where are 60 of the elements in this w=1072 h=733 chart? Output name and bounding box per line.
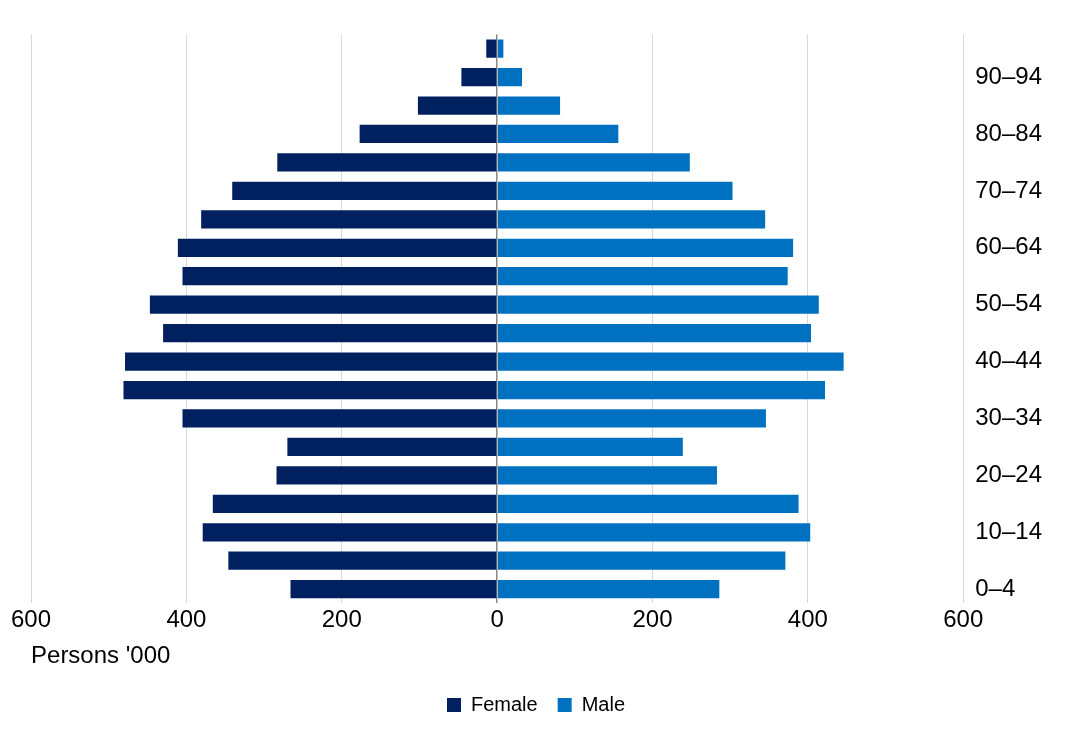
bar [497,295,819,314]
bar [182,409,497,428]
bar [497,153,690,172]
y-tick-label: 70–74 [975,175,1043,203]
x-tick-label: 0 [490,605,504,633]
x-tick-label: 600 [11,605,52,633]
bar [497,181,733,200]
bar [201,210,497,229]
x-tick-label: 200 [321,605,362,633]
bar [497,267,788,286]
x-tick-label: 200 [632,605,673,633]
bar [276,466,497,485]
bar [497,409,766,428]
legend-label: Female [470,692,538,715]
bar [123,380,497,400]
bar [149,295,497,314]
bar [359,124,497,144]
x-tick-label: 400 [787,605,828,633]
bar [497,494,799,513]
bar [497,523,811,542]
y-tick-label: 40–44 [975,346,1043,374]
bar [497,380,825,400]
bar [182,267,497,286]
bar [212,494,497,513]
bar [290,580,497,599]
y-tick-label: 10–14 [975,516,1043,544]
y-tick-label: 30–34 [975,403,1043,431]
y-tick-label: 0–4 [975,573,1016,601]
bar [497,124,619,144]
bar [497,39,504,58]
y-tick-label: 90–94 [975,61,1043,89]
bar [497,466,717,485]
bar [497,580,720,599]
bar [277,153,497,172]
y-tick-label: 50–54 [975,289,1043,317]
y-tick-label: 20–24 [975,460,1043,487]
bar [287,437,497,457]
bar [497,352,844,371]
bar [177,238,497,257]
bar [417,96,497,115]
bar [497,437,683,457]
bar [497,96,561,115]
x-tick-label: 400 [166,605,207,633]
bar [497,210,766,229]
x-axis-title: Persons '000 [31,641,171,669]
bar [497,67,522,87]
legend-label: Male [581,692,626,715]
bar [228,551,497,570]
bar [497,324,811,343]
bar [486,39,497,58]
y-tick-label: 80–84 [975,118,1043,146]
bar [461,67,497,87]
bar [125,352,497,371]
bar [232,181,497,200]
x-tick-label: 600 [943,605,984,633]
bar [497,238,794,257]
bar [202,523,497,542]
bar [497,551,786,570]
y-tick-label: 60–64 [975,232,1043,260]
bar [163,324,497,343]
